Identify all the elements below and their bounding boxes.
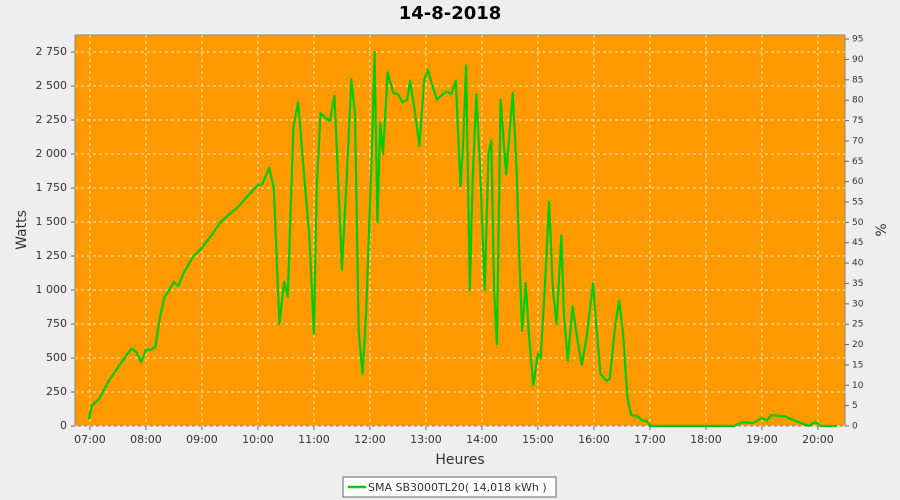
- x-axis-label: Heures: [435, 452, 484, 468]
- y-tick-label: 750: [46, 317, 67, 330]
- legend-box: [342, 476, 557, 498]
- y-tick-label: 1 500: [36, 215, 68, 228]
- x-tick-label: 18:00: [690, 433, 722, 446]
- y2-tick-label: 80: [852, 96, 864, 106]
- y-tick-label: 500: [46, 351, 67, 364]
- x-tick-label: 20:00: [802, 433, 834, 446]
- x-tick-label: 15:00: [522, 433, 554, 446]
- y2-tick-label: 40: [852, 259, 864, 269]
- y-tick-label: 1 000: [36, 283, 68, 296]
- y-tick-label: 0: [60, 419, 67, 432]
- y2-tick-label: 65: [852, 157, 863, 167]
- chart-title: 14-8-2018: [399, 3, 502, 24]
- x-tick-label: 10:00: [242, 433, 274, 446]
- x-tick-label: 17:00: [634, 433, 666, 446]
- x-tick-label: 07:00: [74, 433, 106, 446]
- y2-tick-label: 90: [852, 55, 864, 65]
- y2-tick-label: 0: [852, 422, 858, 432]
- y-axis-label: Watts: [14, 210, 30, 250]
- x-tick-label: 14:00: [466, 433, 498, 446]
- y2-tick-label: 75: [852, 116, 863, 126]
- y2-tick-label: 95: [852, 35, 863, 45]
- y2-tick-label: 10: [852, 381, 864, 391]
- y2-tick-label: 25: [852, 320, 863, 330]
- y2-tick-label: 55: [852, 197, 863, 207]
- data-line: [87, 50, 837, 428]
- y2-tick-label: 70: [852, 136, 864, 146]
- x-tick-label: 08:00: [130, 433, 162, 446]
- legend-label: SMA SB3000TL20( 14,018 kWh ): [368, 481, 547, 494]
- x-tick-label: 19:00: [746, 433, 778, 446]
- y-tick-label: 2 000: [36, 147, 68, 160]
- y-tick-label: 2 250: [36, 113, 68, 126]
- y2-tick-label: 50: [852, 218, 864, 228]
- y-tick-label: 1 250: [36, 249, 68, 262]
- y2-tick-label: 85: [852, 75, 863, 85]
- y-tick-label: 250: [46, 385, 67, 398]
- y2-tick-label: 5: [852, 401, 858, 411]
- x-tick-label: 16:00: [578, 433, 610, 446]
- x-tick-label: 09:00: [186, 433, 218, 446]
- y2-axis-label: %: [874, 223, 890, 236]
- y-tick-label: 2 750: [36, 45, 68, 58]
- x-tick-label: 13:00: [410, 433, 442, 446]
- y2-tick-label: 30: [852, 299, 864, 309]
- y2-tick-label: 35: [852, 279, 863, 289]
- y2-tick-label: 15: [852, 360, 863, 370]
- y-tick-label: 1 750: [36, 181, 68, 194]
- y2-tick-label: 20: [852, 340, 864, 350]
- y2-tick-label: 60: [852, 177, 864, 187]
- y-tick-label: 2 500: [36, 79, 68, 92]
- plot-area: [74, 34, 846, 427]
- x-tick-label: 12:00: [354, 433, 386, 446]
- y2-tick-label: 45: [852, 238, 863, 248]
- x-tick-label: 11:00: [298, 433, 330, 446]
